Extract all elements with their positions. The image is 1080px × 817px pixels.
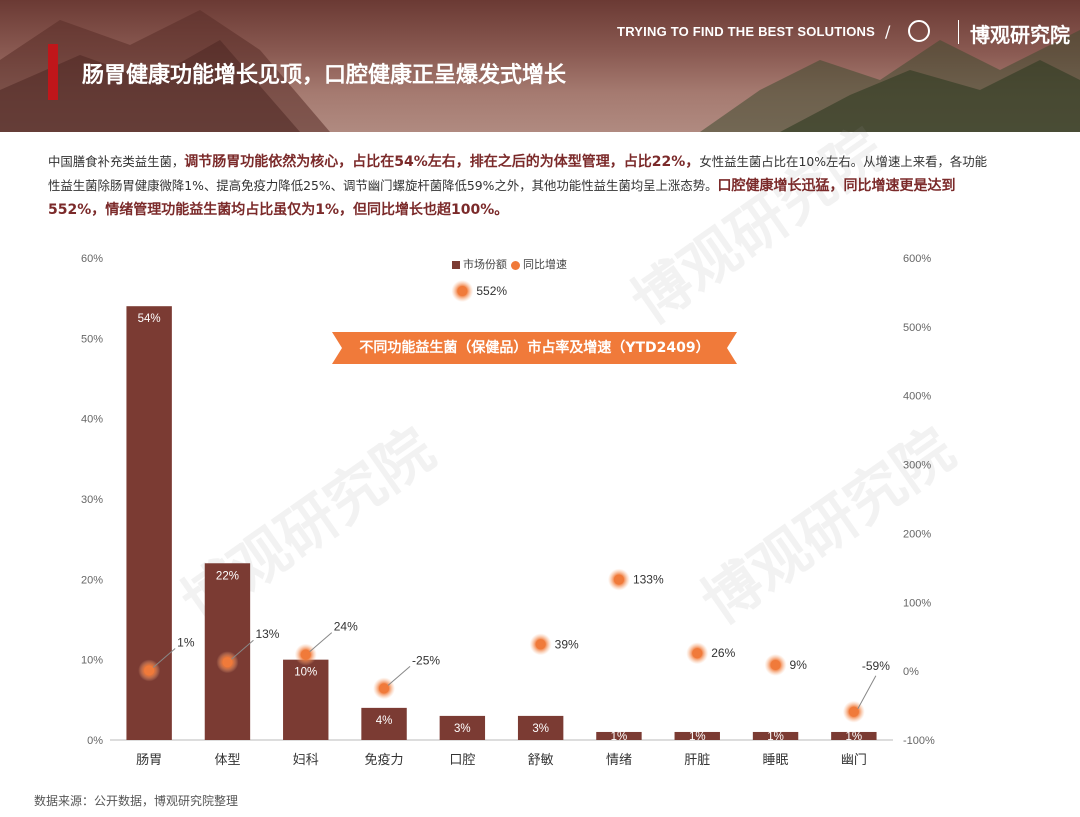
title-accent-bar	[48, 44, 58, 100]
mountain-background-icon	[0, 10, 1080, 132]
x-tick-label: 睡眠	[763, 753, 789, 768]
growth-point	[692, 648, 703, 659]
x-tick-label: 情绪	[606, 753, 632, 768]
bar-value-label: 1%	[767, 731, 784, 743]
growth-point	[535, 639, 546, 650]
page-title: 肠胃健康功能增长见顶，口腔健康正呈爆发式增长	[82, 63, 567, 88]
header-banner: TRYING TO FIND THE BEST SOLUTIONS / 博观研究…	[0, 0, 1080, 132]
leader-line	[857, 675, 877, 710]
growth-value-label: 39%	[555, 637, 579, 651]
y-right-tick-label: 500%	[903, 322, 931, 334]
growth-value-label: -25%	[412, 653, 440, 667]
y-left-tick-label: 0%	[87, 735, 103, 747]
bar	[674, 731, 720, 740]
bar	[517, 715, 564, 740]
growth-value-label: 133%	[633, 573, 664, 587]
growth-value-label: 1%	[177, 635, 195, 649]
growth-value-label: 13%	[255, 627, 279, 641]
y-right-tick-label: -100%	[903, 735, 935, 747]
y-right-tick-label: 0%	[903, 666, 919, 678]
desc-part-1: 中国膳食补充类益生菌，	[48, 154, 185, 169]
y-left-tick-label: 40%	[81, 414, 103, 426]
x-tick-label: 妇科	[293, 752, 319, 768]
growth-point	[848, 706, 859, 717]
y-right-tick-label: 200%	[903, 528, 931, 540]
leader-line	[309, 632, 333, 652]
legend-dot-label: 同比增速	[523, 258, 567, 271]
bar-value-label: 1%	[611, 731, 628, 743]
leader-line	[152, 648, 176, 668]
bar-value-label: 10%	[294, 667, 317, 679]
bar	[361, 707, 407, 740]
legend-bar-label: 市场份额	[463, 258, 507, 271]
bar	[596, 731, 642, 740]
bar	[752, 731, 799, 740]
header-separator: /	[885, 22, 891, 41]
bar-value-label: 22%	[216, 570, 239, 582]
growth-value-label: 26%	[711, 646, 735, 660]
bar	[439, 715, 486, 740]
bar	[283, 659, 329, 740]
growth-value-label: -59%	[862, 659, 890, 673]
brand-logo-icon	[908, 20, 930, 42]
x-tick-label: 肠胃	[136, 753, 162, 768]
y-right-tick-label: 600%	[903, 253, 931, 265]
chart-legend: 市场份额 同比增速	[452, 256, 567, 272]
y-left-tick-label: 10%	[81, 655, 103, 667]
bar-value-label: 3%	[454, 723, 471, 735]
y-left-tick-label: 50%	[81, 333, 103, 345]
growth-point	[144, 665, 155, 676]
y-left-tick-label: 60%	[81, 253, 103, 265]
x-tick-label: 体型	[214, 753, 240, 768]
growth-point	[613, 574, 624, 585]
growth-point	[300, 649, 311, 660]
bar-value-label: 3%	[532, 723, 549, 735]
y-left-tick-label: 20%	[81, 574, 103, 586]
description-paragraph: 中国膳食补充类益生菌，调节肠胃功能依然为核心，占比在54%左右，排在之后的为体型…	[48, 150, 993, 222]
growth-value-label: 552%	[476, 284, 507, 298]
growth-point	[770, 659, 781, 670]
desc-highlight-2: 口腔健康增长迅猛，同比增速更是达到552%，情绪管理功能益生菌均占比虽仅为1%，…	[48, 178, 956, 218]
leader-line	[387, 665, 411, 686]
bar-value-label: 1%	[689, 731, 706, 743]
chart-title: 不同功能益生菌（保健品）市占率及增速（YTD2409）	[332, 332, 737, 364]
desc-part-2: 女性益生菌占比在10%左右。从增速上来看，各功能性益生菌除肠胃健康微降1%、提高…	[48, 154, 988, 193]
y-left-tick-label: 30%	[81, 494, 103, 506]
brand-name: 博观研究院	[970, 23, 1070, 47]
bar-value-label: 4%	[376, 715, 393, 727]
growth-point	[222, 657, 233, 668]
header-divider	[958, 20, 959, 44]
y-right-tick-label: 100%	[903, 597, 931, 609]
data-source: 数据来源：公开数据，博观研究院整理	[34, 794, 239, 808]
y-right-tick-label: 300%	[903, 460, 931, 472]
x-tick-label: 幽门	[841, 753, 867, 768]
header-tagline: TRYING TO FIND THE BEST SOLUTIONS	[617, 24, 875, 39]
chart-svg: 0% 10% 20% 30% 40% 50% 60% -100% 0% 100% 200% 300% 4…	[81, 253, 935, 768]
growth-point	[457, 286, 468, 297]
growth-value-label: 9%	[790, 658, 808, 672]
growth-value-label: 24%	[334, 620, 358, 634]
x-tick-label: 舒敏	[528, 753, 554, 768]
bar-value-label: 54%	[138, 313, 161, 325]
growth-point	[379, 683, 390, 694]
bar	[831, 731, 877, 740]
chart-area: 0% 10% 20% 30% 40% 50% 60% -100% 0% 100% 200% 300% 4…	[0, 240, 1080, 780]
x-tick-label: 肝脏	[684, 753, 710, 768]
leader-line	[231, 639, 254, 660]
bar-value-label: 1%	[846, 731, 863, 743]
legend-dot-swatch	[511, 260, 520, 270]
legend-bar-swatch	[452, 261, 460, 269]
x-tick-label: 口腔	[449, 753, 475, 768]
x-tick-label: 免疫力	[365, 752, 404, 768]
desc-highlight-1: 调节肠胃功能依然为核心，占比在54%左右，排在之后的为体型管理，占比22%，	[184, 154, 700, 170]
y-right-tick-label: 400%	[903, 391, 931, 403]
